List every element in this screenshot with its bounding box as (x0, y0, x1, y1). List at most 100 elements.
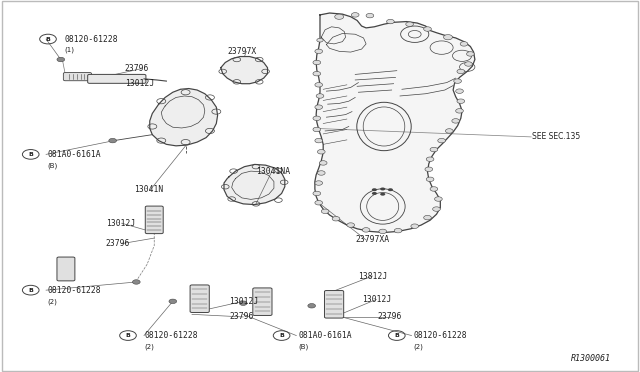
Circle shape (335, 14, 344, 19)
Text: 13041NA: 13041NA (256, 167, 290, 176)
Text: (2): (2) (47, 298, 57, 305)
Text: B: B (125, 333, 131, 338)
Circle shape (313, 191, 321, 196)
Circle shape (351, 13, 359, 17)
Text: 13012J: 13012J (229, 297, 259, 306)
Circle shape (460, 42, 468, 46)
Text: 13012J: 13012J (125, 79, 154, 88)
Circle shape (332, 217, 340, 221)
Circle shape (444, 35, 452, 40)
Text: 081A0-6161A: 081A0-6161A (298, 331, 352, 340)
Text: 23796: 23796 (229, 312, 253, 321)
Circle shape (315, 83, 323, 87)
Text: 13041N: 13041N (134, 185, 164, 194)
Circle shape (467, 52, 474, 56)
Circle shape (380, 193, 385, 196)
Text: (1): (1) (65, 47, 75, 54)
Circle shape (454, 79, 461, 83)
Circle shape (372, 188, 377, 191)
Circle shape (347, 223, 355, 227)
Circle shape (313, 127, 321, 132)
Polygon shape (224, 164, 285, 205)
Text: B: B (394, 333, 399, 338)
Text: (2): (2) (413, 343, 423, 350)
Circle shape (316, 94, 324, 98)
Circle shape (457, 99, 465, 103)
Text: 23797XA: 23797XA (355, 235, 389, 244)
Text: 081A0-6161A: 081A0-6161A (47, 150, 101, 159)
Circle shape (380, 187, 385, 190)
Text: R1300061: R1300061 (571, 354, 611, 363)
Circle shape (319, 161, 327, 165)
Circle shape (388, 188, 393, 191)
Circle shape (465, 62, 472, 66)
Circle shape (57, 57, 65, 62)
Polygon shape (221, 57, 268, 84)
Circle shape (315, 49, 323, 54)
Circle shape (362, 228, 370, 232)
Text: 23796: 23796 (125, 64, 149, 73)
Circle shape (321, 209, 329, 214)
Text: 23796: 23796 (378, 312, 402, 321)
Text: B: B (28, 288, 33, 293)
Circle shape (426, 177, 434, 182)
Circle shape (394, 228, 402, 233)
Text: SEE SEC.135: SEE SEC.135 (532, 132, 580, 141)
Circle shape (430, 147, 438, 152)
Text: 23797X: 23797X (227, 47, 257, 56)
Circle shape (424, 215, 431, 220)
Polygon shape (150, 89, 218, 146)
Text: B: B (45, 36, 51, 42)
Circle shape (313, 71, 321, 76)
FancyBboxPatch shape (253, 288, 272, 315)
Circle shape (366, 13, 374, 18)
Circle shape (317, 38, 323, 42)
Circle shape (313, 116, 321, 121)
Circle shape (315, 201, 323, 205)
Circle shape (315, 105, 323, 109)
Circle shape (435, 197, 442, 201)
Circle shape (438, 138, 445, 143)
FancyBboxPatch shape (145, 206, 163, 234)
Circle shape (313, 60, 321, 65)
Circle shape (456, 109, 463, 113)
Text: 13812J: 13812J (358, 272, 388, 280)
FancyBboxPatch shape (63, 73, 92, 81)
Circle shape (456, 89, 463, 93)
Circle shape (430, 187, 438, 191)
Circle shape (433, 207, 440, 211)
Circle shape (424, 27, 431, 31)
Circle shape (132, 280, 140, 284)
Text: 13012J: 13012J (106, 219, 135, 228)
Text: 23796: 23796 (106, 239, 130, 248)
Text: (B): (B) (298, 343, 308, 350)
Polygon shape (315, 13, 475, 232)
Circle shape (387, 19, 394, 24)
Text: 08120-61228: 08120-61228 (65, 35, 118, 44)
Circle shape (315, 138, 323, 143)
Circle shape (315, 181, 323, 185)
Circle shape (426, 157, 434, 161)
Text: 13012J: 13012J (362, 295, 391, 304)
Text: 08120-61228: 08120-61228 (47, 286, 101, 295)
Circle shape (445, 129, 453, 133)
Circle shape (317, 171, 325, 175)
Circle shape (411, 224, 419, 228)
Text: 08120-61228: 08120-61228 (145, 331, 198, 340)
Circle shape (457, 69, 465, 74)
Circle shape (169, 299, 177, 304)
Circle shape (372, 192, 377, 195)
Circle shape (379, 229, 387, 234)
Circle shape (239, 301, 247, 305)
Text: (2): (2) (145, 343, 154, 350)
FancyBboxPatch shape (324, 291, 344, 318)
Circle shape (452, 119, 460, 123)
Text: B: B (279, 333, 284, 338)
FancyBboxPatch shape (57, 257, 75, 281)
FancyBboxPatch shape (190, 285, 209, 312)
Circle shape (308, 304, 316, 308)
Text: B: B (28, 152, 33, 157)
Circle shape (406, 22, 413, 26)
Text: 08120-61228: 08120-61228 (413, 331, 467, 340)
Circle shape (317, 150, 325, 154)
